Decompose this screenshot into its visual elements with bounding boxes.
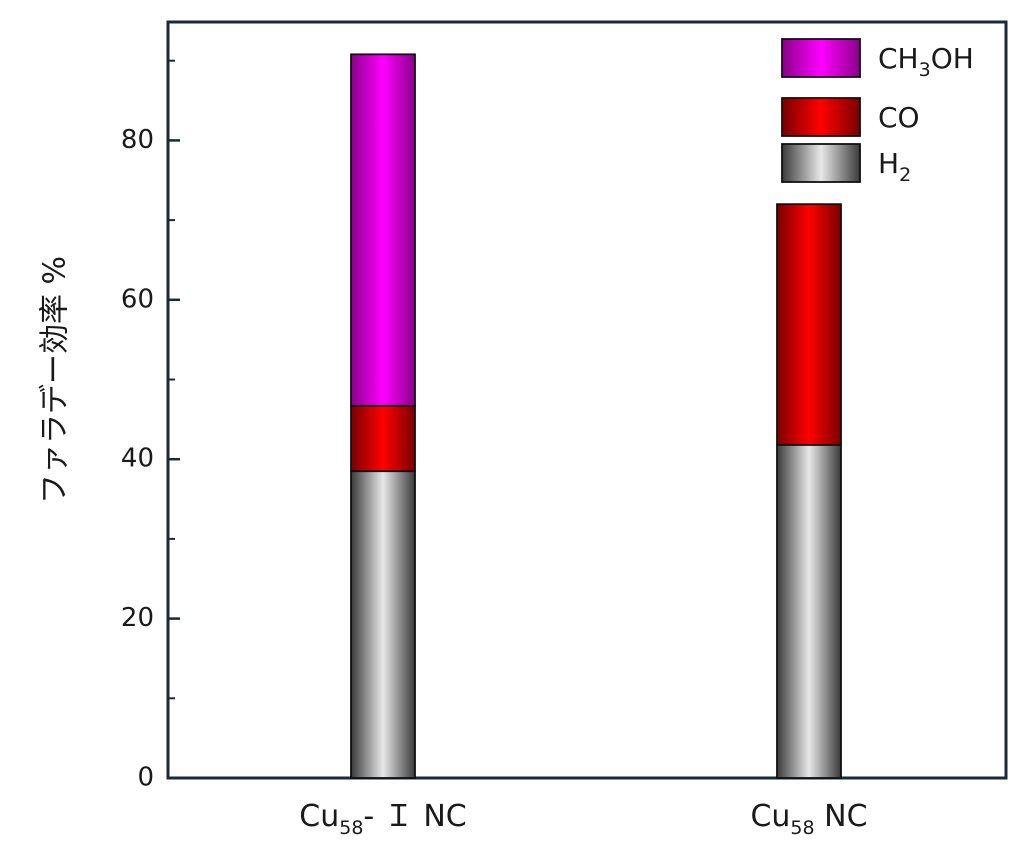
legend: CH3OH CO H2 xyxy=(781,38,974,186)
bar-ch3oh-0 xyxy=(350,53,416,407)
y-tick-label-0: 0 xyxy=(137,763,154,793)
y-tick-label-1: 20 xyxy=(121,603,154,633)
bars xyxy=(350,53,842,779)
category-label-0: Cu58- Ｉ NC xyxy=(299,799,466,839)
bar-h2-1 xyxy=(776,443,842,779)
bar-co-1 xyxy=(776,203,842,446)
bar-co-0 xyxy=(350,404,416,473)
legend-label-co: CO xyxy=(878,101,920,134)
y-tick-label-3: 60 xyxy=(121,284,154,314)
category-label-1: Cu58 NC xyxy=(750,799,867,839)
bar-h2-0 xyxy=(350,470,416,779)
y-tick-label-2: 40 xyxy=(121,444,154,474)
category-labels: Cu58- Ｉ NC Cu58 NC xyxy=(299,799,867,839)
legend-swatch-ch3oh xyxy=(781,38,861,78)
legend-label-ch3oh: CH3OH xyxy=(878,42,974,81)
y-axis-ticks: 0 20 40 60 80 xyxy=(121,59,180,793)
legend-swatch-co xyxy=(781,97,861,137)
y-axis-label: ファラデー効率 % xyxy=(38,256,73,504)
plot-area xyxy=(166,20,1008,780)
legend-swatch-h2 xyxy=(781,143,861,183)
legend-label-h2: H2 xyxy=(878,147,911,186)
y-tick-label-4: 80 xyxy=(121,125,154,155)
